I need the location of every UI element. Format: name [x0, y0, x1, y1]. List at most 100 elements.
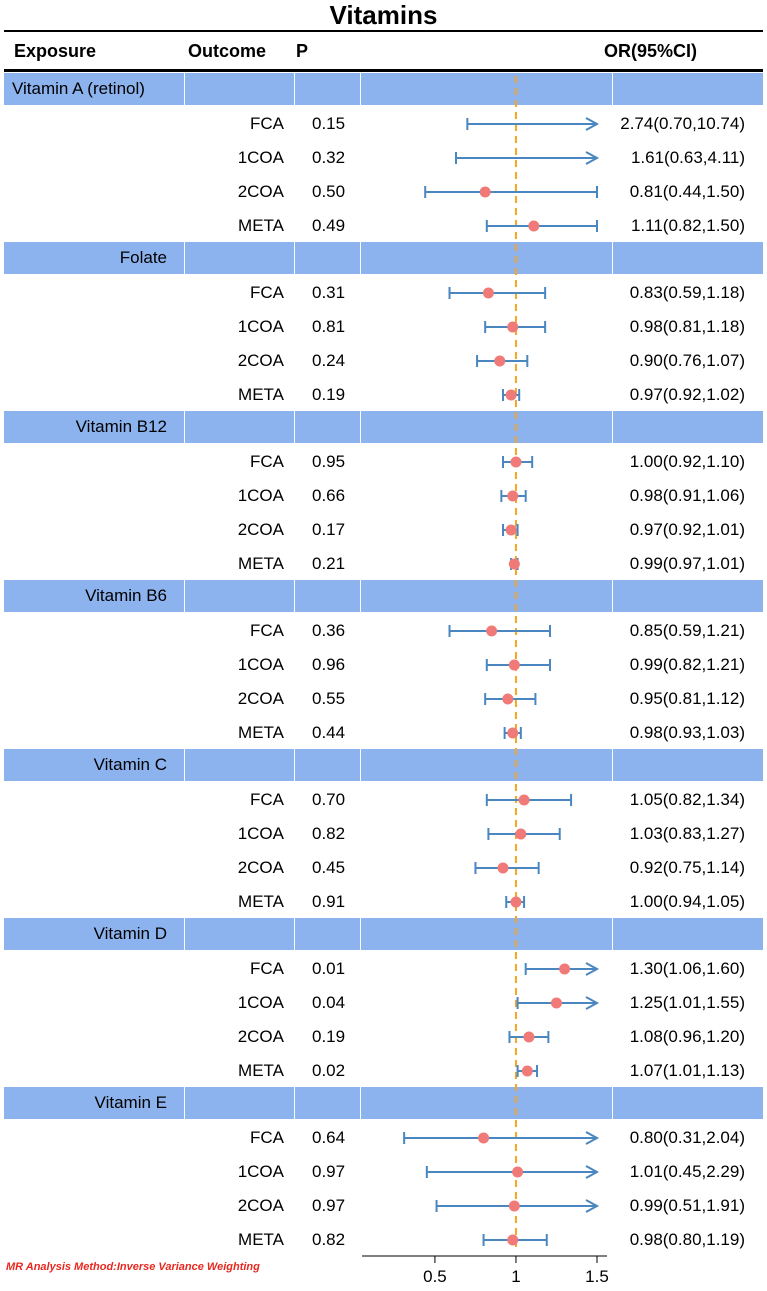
- exposure-label: Vitamin A (retinol): [12, 79, 145, 98]
- or-point: [507, 1234, 519, 1246]
- outcome-label: 1COA: [237, 824, 284, 843]
- p-value: 0.96: [312, 655, 346, 674]
- exposure-label: Vitamin E: [94, 1093, 167, 1112]
- table-row: META 0.21 0.99(0.97,1.01): [0, 547, 767, 581]
- table-row: 1COA 0.81 0.98(0.81,1.18): [0, 310, 767, 344]
- table-row: FCA 0.36 0.85(0.59,1.21): [0, 614, 767, 648]
- p-value: 0.15: [312, 114, 346, 133]
- or-ci-value: 1.61(0.63,4.11): [630, 148, 745, 167]
- outcome-label: FCA: [250, 1128, 284, 1147]
- p-value: 0.70: [312, 790, 346, 809]
- table-row: 2COA 0.45 0.92(0.75,1.14): [0, 851, 767, 885]
- outcome-label: META: [238, 1230, 284, 1249]
- x-tick-label: 1.5: [585, 1267, 609, 1286]
- group-band: Vitamin C: [4, 749, 763, 781]
- or-ci-value: 1.07(1.01,1.13): [629, 1061, 745, 1080]
- ci-arrow-high: [585, 1199, 600, 1213]
- band-divider: [612, 1087, 613, 1119]
- or-point: [479, 186, 491, 198]
- p-value: 0.36: [312, 621, 346, 640]
- band-divider: [294, 580, 295, 612]
- band-divider: [612, 749, 613, 781]
- or-ci-value: 0.90(0.76,1.07): [629, 351, 745, 370]
- chart-title: Vitamins: [329, 0, 438, 30]
- p-value: 0.64: [312, 1128, 346, 1147]
- p-value: 0.49: [312, 216, 346, 235]
- or-ci-value: 1.05(0.82,1.34): [629, 790, 745, 809]
- or-ci-value: 0.99(0.82,1.21): [629, 655, 745, 674]
- or-ci-value: 0.92(0.75,1.14): [629, 858, 745, 877]
- table-row: 1COA 0.66 0.98(0.91,1.06): [0, 479, 767, 513]
- table-header: Exposure Outcome P OR(95%CI): [0, 30, 767, 72]
- exposure-label: Vitamin C: [93, 755, 167, 774]
- exposure-label: Vitamin B6: [85, 586, 167, 605]
- header-top-rule: [4, 30, 763, 32]
- ci-arrow-high: [585, 1165, 600, 1179]
- or-ci-value: 0.81(0.44,1.50): [629, 182, 745, 201]
- or-ci-value: 0.83(0.59,1.18): [629, 283, 745, 302]
- or-ci-value: 0.80(0.31,2.04): [629, 1128, 745, 1147]
- p-value: 0.55: [312, 689, 346, 708]
- outcome-label: 2COA: [237, 1027, 284, 1046]
- x-tick-label: 0.5: [423, 1267, 447, 1286]
- or-point: [502, 693, 514, 705]
- outcome-label: META: [238, 216, 284, 235]
- band-divider: [294, 242, 295, 274]
- header-outcome: Outcome: [188, 41, 267, 61]
- or-point: [507, 727, 519, 739]
- band-divider: [184, 918, 185, 950]
- or-point: [521, 1065, 533, 1077]
- band-divider: [294, 918, 295, 950]
- or-ci-value: 0.98(0.91,1.06): [629, 486, 745, 505]
- table-row: 2COA 0.97 0.99(0.51,1.91): [0, 1189, 767, 1223]
- outcome-label: META: [238, 385, 284, 404]
- outcome-label: META: [238, 1061, 284, 1080]
- outcome-label: 1COA: [237, 486, 284, 505]
- p-value: 0.32: [312, 148, 346, 167]
- or-ci-value: 1.30(1.06,1.60): [629, 959, 745, 978]
- exposure-label: Vitamin D: [93, 924, 167, 943]
- group-band: Folate: [4, 242, 763, 274]
- band-divider: [184, 73, 185, 105]
- band-divider: [360, 1087, 361, 1119]
- band-divider: [294, 411, 295, 443]
- or-ci-value: 1.01(0.45,2.29): [629, 1162, 745, 1181]
- band-divider: [612, 73, 613, 105]
- band-divider: [612, 580, 613, 612]
- p-value: 0.19: [312, 1027, 346, 1046]
- band-divider: [294, 1087, 295, 1119]
- band-divider: [294, 749, 295, 781]
- band-divider: [612, 918, 613, 950]
- ci-arrow-high: [585, 962, 600, 976]
- p-value: 0.91: [312, 892, 346, 911]
- band-divider: [184, 411, 185, 443]
- or-point: [507, 321, 519, 333]
- table-row: 1COA 0.04 1.25(1.01,1.55): [0, 986, 767, 1020]
- or-point: [505, 389, 517, 401]
- table-row: 2COA 0.50 0.81(0.44,1.50): [0, 175, 767, 209]
- outcome-label: 1COA: [237, 317, 284, 336]
- table-row: 2COA 0.24 0.90(0.76,1.07): [0, 344, 767, 378]
- group-band: Vitamin B12: [4, 411, 763, 443]
- table-row: META 0.82 0.98(0.80,1.19): [0, 1223, 767, 1257]
- outcome-label: 1COA: [237, 148, 284, 167]
- p-value: 0.82: [312, 1230, 346, 1249]
- p-value: 0.97: [312, 1196, 346, 1215]
- band-divider: [612, 411, 613, 443]
- or-ci-value: 0.99(0.51,1.91): [629, 1196, 745, 1215]
- table-row: 1COA 0.96 0.99(0.82,1.21): [0, 648, 767, 682]
- or-point: [510, 456, 522, 468]
- table-row: 2COA 0.19 1.08(0.96,1.20): [0, 1020, 767, 1054]
- or-point: [510, 896, 522, 908]
- outcome-label: 2COA: [237, 520, 284, 539]
- or-ci-value: 0.99(0.97,1.01): [629, 554, 745, 573]
- outcome-label: FCA: [250, 283, 284, 302]
- p-value: 0.50: [312, 182, 346, 201]
- table-row: 2COA 0.17 0.97(0.92,1.01): [0, 513, 767, 547]
- or-point: [528, 220, 540, 232]
- x-tick-label: 1: [511, 1267, 520, 1286]
- outcome-label: FCA: [250, 452, 284, 471]
- header-exposure: Exposure: [14, 41, 97, 61]
- or-point: [515, 828, 527, 840]
